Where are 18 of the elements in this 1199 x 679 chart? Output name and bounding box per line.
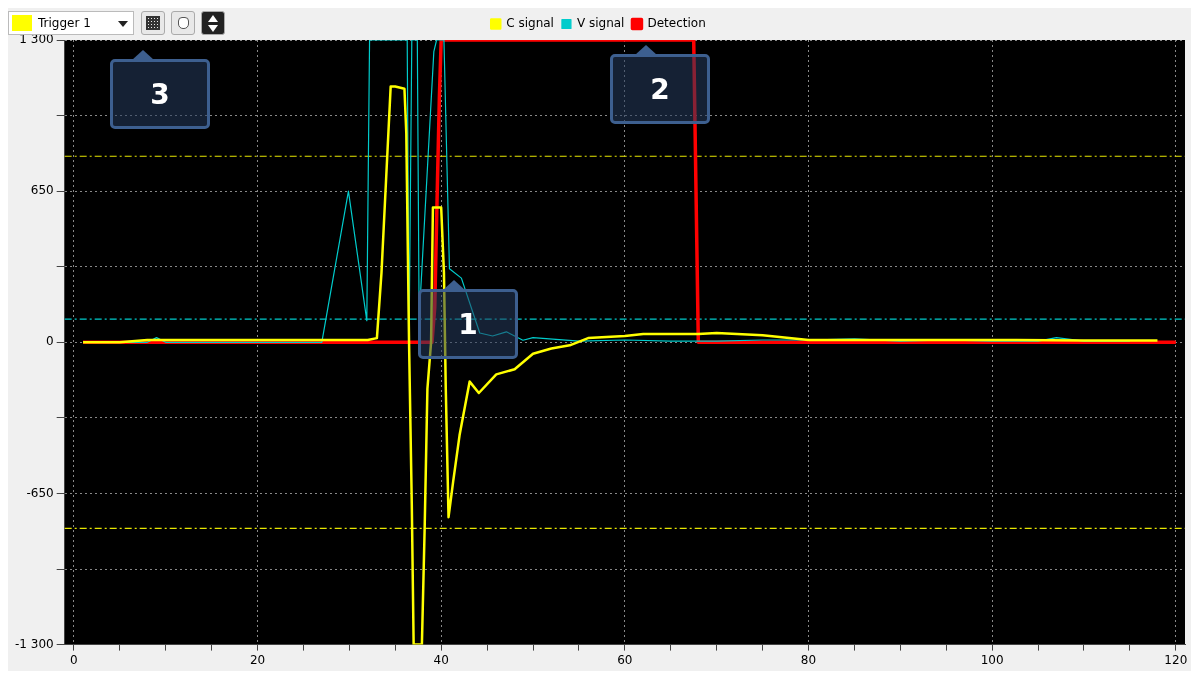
y-tick-label: -650 (26, 485, 54, 500)
x-tick-label: 60 (617, 652, 633, 667)
dropdown: Trigger 1 (8, 11, 134, 35)
callout: 1 (418, 280, 518, 360)
y-tick-label: 650 (30, 183, 54, 198)
callout: 3 (110, 50, 210, 130)
x-tick-label: 120 (1164, 652, 1188, 667)
legend-label: C signal (506, 16, 554, 31)
x-tick-label: 100 (980, 652, 1004, 667)
legend-label: Detection (647, 16, 706, 31)
x-tick-label: 20 (249, 652, 266, 667)
x-tick-label: 0 (70, 652, 78, 667)
legend-label: V signal (576, 16, 625, 31)
y-tick-label: -1 300 (15, 636, 54, 651)
y-tick-label: 0 (46, 334, 54, 349)
x-tick-label: 40 (433, 652, 449, 667)
callout: 2 (610, 45, 710, 125)
x-tick-label: 80 (800, 652, 817, 667)
